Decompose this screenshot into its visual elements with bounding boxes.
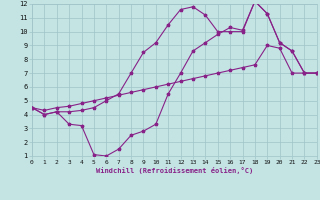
X-axis label: Windchill (Refroidissement éolien,°C): Windchill (Refroidissement éolien,°C) bbox=[96, 167, 253, 174]
